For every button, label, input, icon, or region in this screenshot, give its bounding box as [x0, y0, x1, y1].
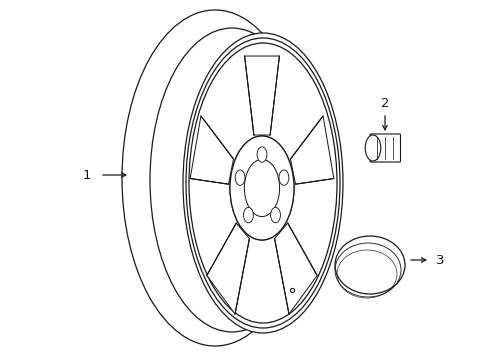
Ellipse shape: [235, 170, 244, 185]
Ellipse shape: [243, 207, 253, 223]
Ellipse shape: [189, 43, 336, 323]
Polygon shape: [274, 223, 317, 314]
Polygon shape: [244, 56, 279, 135]
Ellipse shape: [183, 33, 342, 333]
Ellipse shape: [270, 207, 280, 223]
Polygon shape: [290, 116, 333, 184]
Ellipse shape: [279, 170, 288, 185]
Ellipse shape: [279, 170, 288, 185]
Text: 3: 3: [435, 253, 443, 266]
Ellipse shape: [257, 147, 266, 162]
FancyBboxPatch shape: [369, 134, 400, 162]
Ellipse shape: [257, 147, 266, 162]
Polygon shape: [190, 116, 233, 184]
Ellipse shape: [244, 159, 279, 217]
Ellipse shape: [243, 207, 253, 223]
Ellipse shape: [235, 170, 244, 185]
Ellipse shape: [365, 135, 380, 161]
Ellipse shape: [270, 207, 280, 223]
Text: 2: 2: [380, 96, 388, 109]
Ellipse shape: [229, 136, 293, 240]
Polygon shape: [206, 223, 249, 314]
Ellipse shape: [185, 38, 339, 328]
Text: 1: 1: [82, 168, 91, 181]
Ellipse shape: [334, 236, 404, 294]
Ellipse shape: [229, 136, 293, 240]
